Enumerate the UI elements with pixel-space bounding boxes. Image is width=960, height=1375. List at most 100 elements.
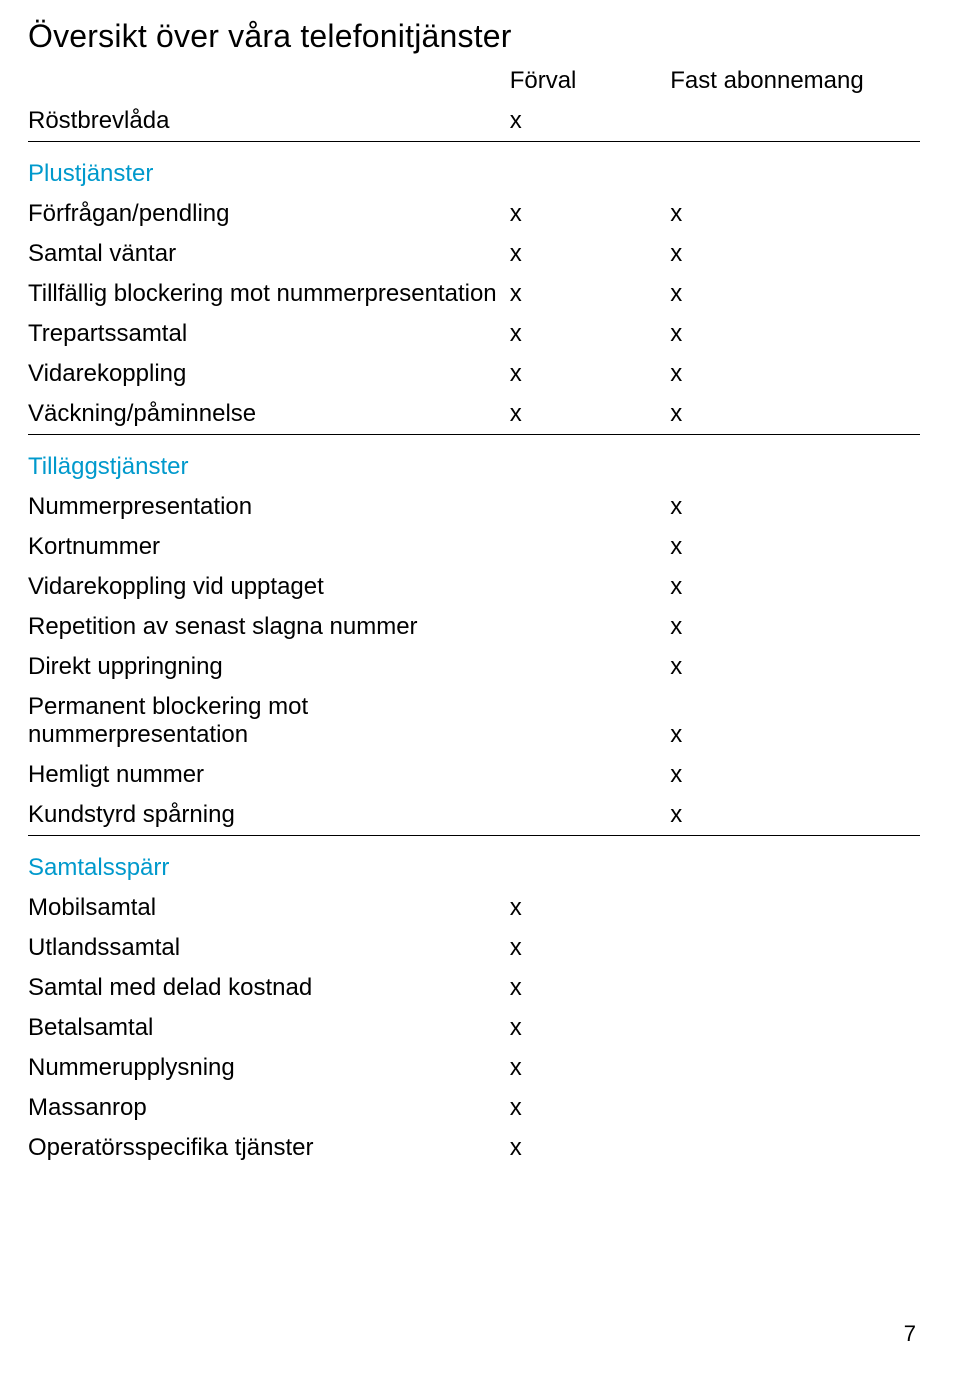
mark-col-2: x xyxy=(670,194,920,234)
empty-cell xyxy=(599,1048,670,1088)
table-row: Kundstyrd spårning x xyxy=(28,795,920,836)
mark-col-2: x xyxy=(670,795,920,836)
column-header-1: Förval xyxy=(510,61,599,101)
service-label: Hemligt nummer xyxy=(28,755,510,795)
mark-col-2 xyxy=(670,1128,920,1168)
service-label: Tillfällig blockering mot nummerpresenta… xyxy=(28,274,510,314)
page-number: 7 xyxy=(904,1321,916,1347)
service-label: Massanrop xyxy=(28,1088,510,1128)
table-row: Röstbrevlådax xyxy=(28,101,920,142)
mark-col-1: x xyxy=(510,194,599,234)
mark-col-2: x xyxy=(670,314,920,354)
mark-col-1: x xyxy=(510,888,599,928)
service-label: Röstbrevlåda xyxy=(28,101,510,142)
empty-cell xyxy=(599,354,670,394)
mark-col-2: x xyxy=(670,274,920,314)
service-label: Operatörsspecifika tjänster xyxy=(28,1128,510,1168)
mark-col-1: x xyxy=(510,101,599,142)
table-row: Hemligt nummer x xyxy=(28,755,920,795)
mark-col-1: x xyxy=(510,1088,599,1128)
mark-col-1: x xyxy=(510,234,599,274)
empty-cell xyxy=(670,435,920,488)
table-header-row: Förval Fast abonnemang xyxy=(28,61,920,101)
section-header-row: Plustjänster xyxy=(28,142,920,195)
service-label: Vidarekoppling vid upptaget xyxy=(28,567,510,607)
mark-col-2 xyxy=(670,1008,920,1048)
table-row: Direkt uppringningx xyxy=(28,647,920,687)
section-header: Plustjänster xyxy=(28,142,510,195)
table-row: Operatörsspecifika tjänsterx xyxy=(28,1128,920,1168)
mark-col-1: x xyxy=(510,928,599,968)
table-row: Vidarekoppling vid upptaget x xyxy=(28,567,920,607)
service-label: Nummerupplysning xyxy=(28,1048,510,1088)
table-row: Utlandssamtalx xyxy=(28,928,920,968)
service-label: Vidarekoppling xyxy=(28,354,510,394)
page-content: Översikt över våra telefonitjänster Förv… xyxy=(0,0,960,1168)
section-header-row: Samtalsspärr xyxy=(28,836,920,889)
mark-col-2: x xyxy=(670,607,920,647)
mark-col-2: x xyxy=(670,354,920,394)
mark-col-2: x xyxy=(670,234,920,274)
mark-col-1: x xyxy=(510,274,599,314)
empty-cell xyxy=(670,836,920,889)
table-row: Tillfällig blockering mot nummerpresenta… xyxy=(28,274,920,314)
mark-col-2: x xyxy=(670,755,920,795)
column-header-2: Fast abonnemang xyxy=(670,61,920,101)
mark-col-1: x xyxy=(510,314,599,354)
mark-col-1 xyxy=(510,755,599,795)
section-header-row: Tilläggstjänster xyxy=(28,435,920,488)
empty-cell xyxy=(599,755,670,795)
mark-col-2: x xyxy=(670,567,920,607)
mark-col-1 xyxy=(510,607,599,647)
mark-col-1: x xyxy=(510,354,599,394)
table-row: Betalsamtalx xyxy=(28,1008,920,1048)
table-row: Nummerupplysningx xyxy=(28,1048,920,1088)
empty-cell xyxy=(599,274,670,314)
mark-col-2 xyxy=(670,1088,920,1128)
empty-cell xyxy=(599,1128,670,1168)
table-row: Massanropx xyxy=(28,1088,920,1128)
empty-cell xyxy=(599,607,670,647)
mark-col-2 xyxy=(670,928,920,968)
empty-cell xyxy=(599,928,670,968)
empty-cell xyxy=(599,968,670,1008)
service-label: Utlandssamtal xyxy=(28,928,510,968)
mark-col-2 xyxy=(670,968,920,1008)
empty-cell xyxy=(510,142,599,195)
service-label: Permanent blockering mot nummerpresentat… xyxy=(28,687,510,755)
empty-cell xyxy=(599,527,670,567)
empty-cell xyxy=(599,795,670,836)
mark-col-1 xyxy=(510,687,599,755)
empty-cell xyxy=(599,1088,670,1128)
empty-cell xyxy=(599,194,670,234)
table-row: Repetition av senast slagna nummer x xyxy=(28,607,920,647)
page-title: Översikt över våra telefonitjänster xyxy=(28,18,920,55)
mark-col-1 xyxy=(510,487,599,527)
mark-col-1: x xyxy=(510,1128,599,1168)
section-header: Samtalsspärr xyxy=(28,836,510,889)
mark-col-2: x xyxy=(670,394,920,435)
mark-col-1: x xyxy=(510,1008,599,1048)
mark-col-2 xyxy=(670,888,920,928)
empty-cell xyxy=(599,101,670,142)
empty-cell xyxy=(599,142,670,195)
table-row: Väckning/påminnelsexx xyxy=(28,394,920,435)
empty-cell xyxy=(599,61,670,101)
empty-cell xyxy=(599,234,670,274)
mark-col-1 xyxy=(510,567,599,607)
service-label: Kundstyrd spårning xyxy=(28,795,510,836)
service-label: Nummerpresentation xyxy=(28,487,510,527)
empty-cell xyxy=(599,836,670,889)
table-row: Samtal med delad kostnadx xyxy=(28,968,920,1008)
mark-col-1 xyxy=(510,527,599,567)
table-row: Mobilsamtalx xyxy=(28,888,920,928)
section-header: Tilläggstjänster xyxy=(28,435,510,488)
mark-col-1 xyxy=(510,647,599,687)
service-label: Repetition av senast slagna nummer xyxy=(28,607,510,647)
mark-col-2: x xyxy=(670,647,920,687)
empty-cell xyxy=(28,61,510,101)
service-label: Samtal väntar xyxy=(28,234,510,274)
empty-cell xyxy=(599,435,670,488)
table-row: Kortnummerx xyxy=(28,527,920,567)
service-label: Mobilsamtal xyxy=(28,888,510,928)
